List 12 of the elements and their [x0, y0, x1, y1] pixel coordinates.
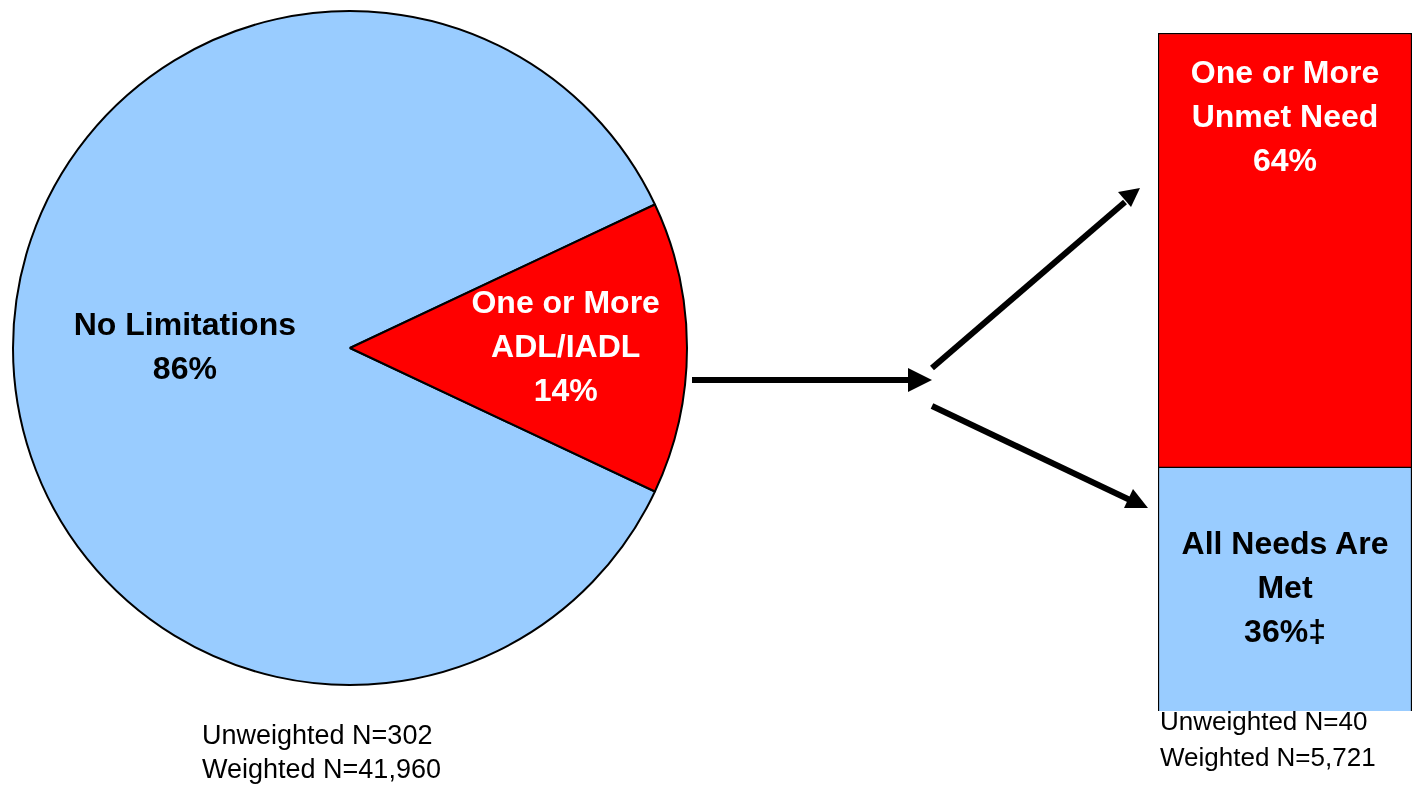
- data-label: 86%: [152, 349, 217, 386]
- annotation: Unweighted N=40: [1160, 705, 1369, 738]
- slice-label: One or More ADL/IADL: [471, 283, 660, 364]
- text: Weighted N=5,721: [1160, 741, 1376, 774]
- text: Unweighted N=302: [202, 719, 434, 752]
- series-label: All Needs Are Met: [1181, 524, 1389, 605]
- series-label: One or More Unmet Need: [1190, 53, 1380, 134]
- slice-label: No Limitations: [73, 305, 296, 342]
- text: Weighted N=41,960: [202, 753, 441, 786]
- data-label: 64%: [1252, 141, 1318, 178]
- data-label: 14%: [533, 371, 598, 408]
- data-label: 36%‡: [1244, 612, 1326, 649]
